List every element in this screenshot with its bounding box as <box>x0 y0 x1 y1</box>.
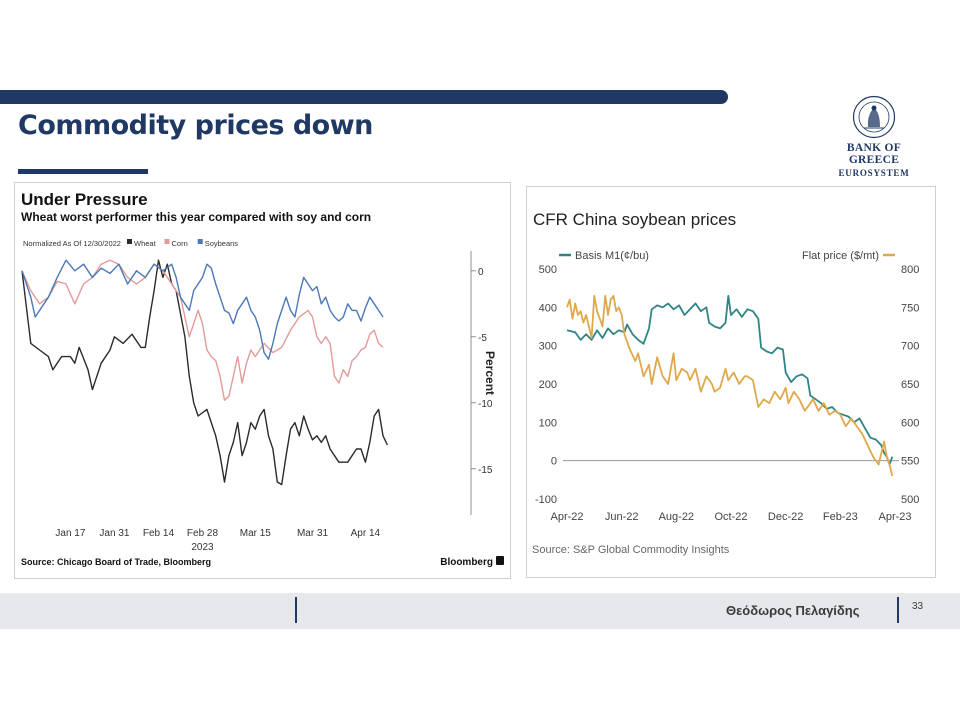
right-tick-label: 750 <box>901 302 919 314</box>
slide-title: Commodity prices down <box>18 110 373 141</box>
author-name: Θεόδωρος Πελαγίδης <box>726 603 860 618</box>
left-tick-label: -100 <box>535 494 557 506</box>
soybean-panel: CFR China soybean prices Basis M1(¢/bu) Fl… <box>526 186 936 578</box>
y-tick-label: -15 <box>478 465 493 476</box>
bank-logo: BANK OF GREECE EUROSYSTEM <box>828 95 920 185</box>
left-tick-label: 300 <box>539 341 557 353</box>
x-tick-label: Feb-23 <box>823 511 858 523</box>
y-tick-label: -10 <box>478 399 493 410</box>
legend-label: Wheat <box>134 239 157 248</box>
x-year-label: 2023 <box>191 542 214 553</box>
right-tick-label: 800 <box>901 264 919 276</box>
x-tick-label: Aug-22 <box>659 511 694 523</box>
y-axis-label: Percent <box>483 351 497 395</box>
series-line-basis <box>566 294 894 466</box>
top-banner-bar <box>0 90 728 104</box>
chart-source: Source: Chicago Board of Trade, Bloomber… <box>21 557 211 567</box>
right-tick-label: 550 <box>901 456 919 468</box>
series-line-flat <box>566 294 894 477</box>
y-tick-label: -5 <box>478 333 487 344</box>
x-tick-label: Apr 14 <box>351 528 381 539</box>
x-tick-label: Jun-22 <box>605 511 639 523</box>
legend-swatch <box>164 239 170 244</box>
footer-divider <box>897 597 899 623</box>
legend-label-flat: Flat price ($/mt) <box>802 250 879 262</box>
left-tick-label: 400 <box>539 302 557 314</box>
right-tick-label: 500 <box>901 494 919 506</box>
footer-bar: Θεόδωρος Πελαγίδης 33 <box>0 593 960 629</box>
series-line-corn <box>21 259 384 401</box>
y-tick-label: 0 <box>478 267 484 278</box>
under-pressure-panel: Under Pressure Wheat worst performer this… <box>14 182 511 579</box>
x-tick-label: Jan 17 <box>55 528 85 539</box>
title-underline <box>18 169 148 174</box>
left-tick-label: 100 <box>539 417 557 429</box>
logo-sub: EUROSYSTEM <box>838 168 910 178</box>
x-tick-label: Feb 14 <box>143 528 175 539</box>
logo-name: BANK OF GREECE <box>846 142 902 166</box>
x-tick-label: Apr-22 <box>550 511 583 523</box>
series-line-soybeans <box>21 259 384 360</box>
legend-label: Corn <box>172 239 188 248</box>
page-number: 33 <box>912 601 924 612</box>
bloomberg-icon <box>496 556 504 565</box>
x-tick-label: Mar 31 <box>297 528 329 539</box>
x-tick-label: Feb 28 <box>187 528 219 539</box>
chart-source: Source: S&P Global Commodity Insights <box>532 544 730 556</box>
x-tick-label: Dec-22 <box>768 511 803 523</box>
x-tick-label: Oct-22 <box>714 511 747 523</box>
soybean-chart: CFR China soybean prices Basis M1(¢/bu) Fl… <box>532 210 919 556</box>
brand-label: Bloomberg <box>440 557 493 568</box>
x-tick-label: Jan 31 <box>99 528 129 539</box>
right-tick-label: 650 <box>901 379 919 391</box>
legend-swatch <box>127 239 132 244</box>
left-tick-label: 200 <box>539 379 557 391</box>
legend-label-basis: Basis M1(¢/bu) <box>575 250 649 262</box>
series-line-wheat <box>21 259 389 486</box>
seal-icon <box>852 95 896 139</box>
x-tick-label: Mar 15 <box>240 528 272 539</box>
x-tick-label: Apr-23 <box>878 511 911 523</box>
legend-label: Soybeans <box>205 239 239 248</box>
left-tick-label: 0 <box>551 456 557 468</box>
chart-title: CFR China soybean prices <box>533 210 736 229</box>
right-tick-label: 600 <box>901 417 919 429</box>
chart-subtitle: Wheat worst performer this year compared… <box>21 210 371 224</box>
right-tick-label: 700 <box>901 341 919 353</box>
footer-divider <box>295 597 297 623</box>
left-tick-label: 500 <box>539 264 557 276</box>
legend-swatch <box>197 239 203 244</box>
chart-title: Under Pressure <box>21 190 148 209</box>
legend-prefix: Normalized As Of 12/30/2022 <box>23 239 121 248</box>
